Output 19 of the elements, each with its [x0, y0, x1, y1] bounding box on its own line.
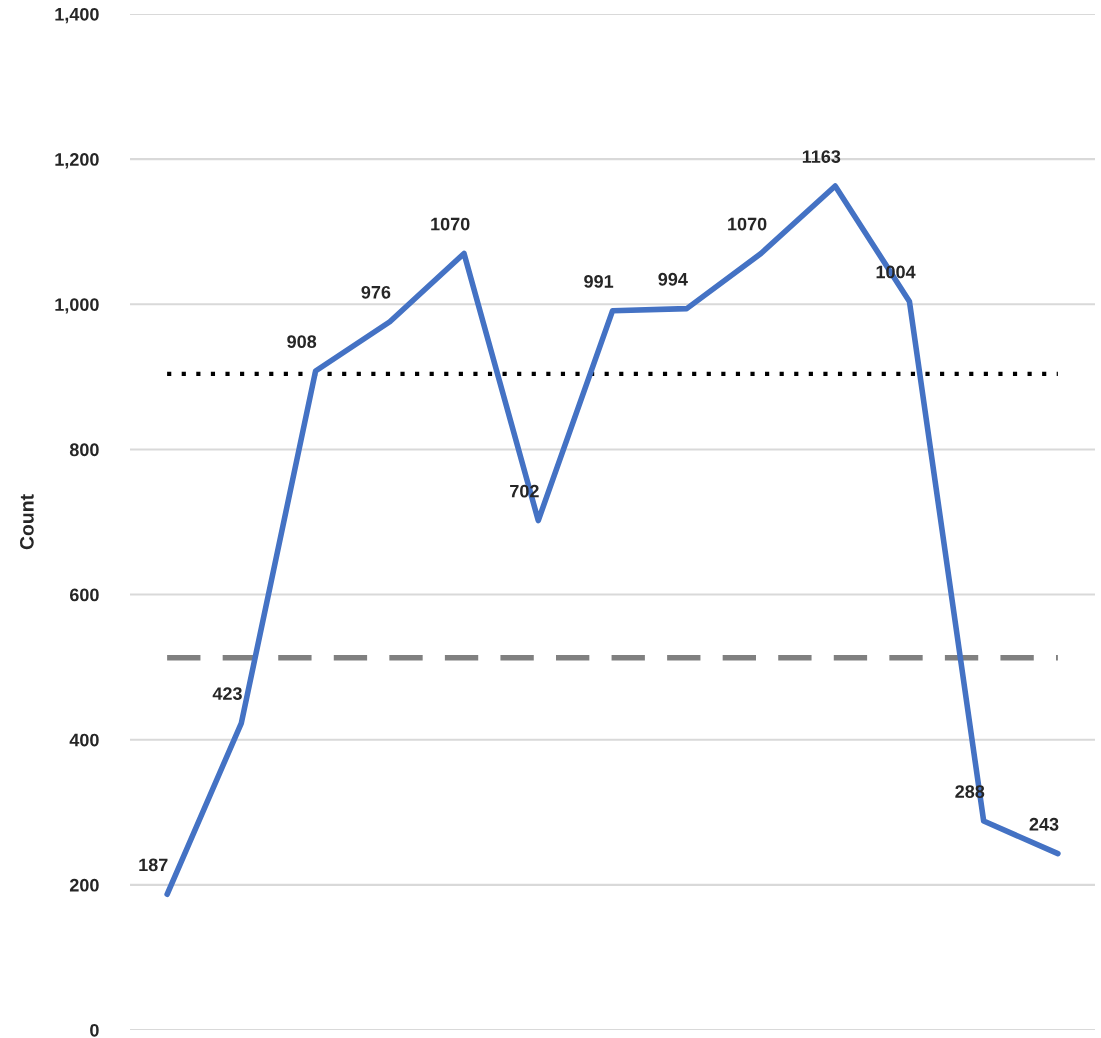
data-label: 1070 — [728, 217, 767, 231]
y-tick-label: 1,000 — [55, 298, 99, 314]
y-tick-label: 1,200 — [55, 153, 99, 169]
data-label: 423 — [212, 687, 242, 701]
y-tick-label: 800 — [69, 443, 99, 457]
y-tick-label: 200 — [69, 878, 99, 892]
data-label: 991 — [584, 275, 614, 288]
data-label: 187 — [139, 858, 168, 872]
data-label: 994 — [658, 272, 688, 286]
y-axis-title: Count — [19, 494, 34, 550]
y-tick-label: 1,400 — [55, 7, 99, 24]
data-label: 243 — [1029, 817, 1059, 831]
data-label: 908 — [287, 335, 317, 349]
y-tick-label: 400 — [69, 733, 99, 747]
data-label: 976 — [361, 285, 391, 299]
data-label: 1163 — [802, 150, 841, 164]
data-label: 1070 — [431, 217, 470, 231]
y-tick-label: 600 — [69, 588, 99, 602]
y-tick-label: 0 — [90, 1023, 99, 1037]
